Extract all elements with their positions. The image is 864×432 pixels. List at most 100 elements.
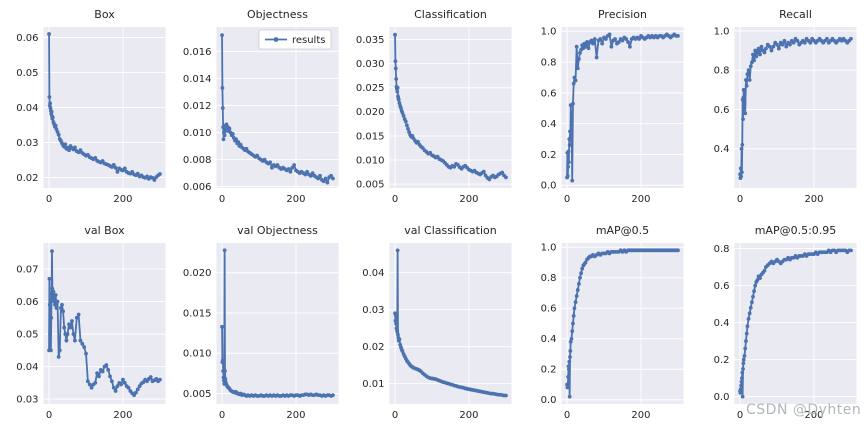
data-point [113, 389, 118, 393]
data-point [574, 78, 578, 83]
data-point [122, 166, 127, 171]
y-tick-label: 0.006 [183, 182, 212, 193]
data-point [750, 300, 754, 305]
data-point [566, 164, 571, 169]
data-point [503, 175, 508, 180]
data-point [70, 319, 74, 323]
data-point [115, 170, 120, 174]
y-tick-label: 0.05 [16, 329, 38, 340]
data-point [50, 296, 55, 301]
data-point [758, 52, 763, 57]
data-point [740, 142, 745, 147]
data-point [752, 289, 757, 294]
data-point [404, 123, 409, 128]
data-point [290, 165, 294, 170]
data-point [586, 46, 591, 51]
data-point [676, 34, 681, 38]
subplot-map-05-095: 0.0 0.2 0.4 0.6 0.8 0 200 mAP@0.5:0.95 [691, 216, 864, 432]
data-point [579, 271, 584, 276]
y-tick-label: 0.8 [714, 66, 730, 77]
data-point [148, 375, 153, 379]
data-point [292, 163, 296, 167]
plot-area [734, 243, 857, 404]
data-point [608, 32, 612, 37]
data-point [392, 32, 397, 37]
y-tick-label: 0.04 [16, 103, 38, 114]
legend-box [258, 29, 332, 50]
plot-area [389, 243, 512, 404]
data-point [56, 132, 61, 137]
y-tick-label: 0.010 [355, 155, 384, 166]
data-point [111, 385, 116, 390]
data-point [849, 248, 854, 253]
x-tick-label: 200 [113, 194, 132, 205]
data-point [93, 380, 98, 385]
data-point [795, 38, 800, 43]
data-point [747, 311, 752, 316]
y-tick-label: 1.0 [541, 243, 557, 254]
data-point [323, 176, 328, 181]
chart-title: Precision [598, 8, 647, 21]
chart-title: Box [94, 8, 115, 21]
data-point [782, 38, 787, 43]
chart-title: val Classification [404, 224, 496, 237]
data-point [395, 332, 400, 337]
data-point [400, 349, 404, 353]
data-point [158, 377, 162, 382]
data-point [93, 156, 98, 160]
y-tick-label: 0.020 [183, 268, 212, 279]
data-point [741, 366, 746, 371]
subplot-box: 0.02 0.03 0.04 0.05 0.06 0 200 Box [0, 0, 173, 216]
data-point [104, 363, 109, 367]
data-point [223, 377, 228, 381]
plot-area [216, 243, 339, 404]
data-point [758, 276, 763, 281]
data-point [565, 385, 570, 390]
data-point [220, 85, 225, 90]
data-point [567, 367, 572, 372]
data-point [739, 387, 743, 392]
data-point [568, 349, 573, 353]
data-point [78, 148, 83, 153]
data-point [393, 77, 398, 81]
data-point [580, 266, 585, 271]
chart-title: mAP@0.5 [596, 224, 649, 237]
data-point [48, 348, 53, 353]
data-point [395, 85, 400, 90]
chart-val-classification: 0.01 0.02 0.03 0.04 0 200 val Classification [362, 224, 512, 421]
y-tick-label: 0.6 [714, 105, 730, 116]
data-point [566, 382, 571, 387]
y-tick-label: 0.03 [16, 138, 38, 149]
data-point [67, 148, 71, 153]
data-point [47, 95, 52, 99]
plot-area [561, 243, 684, 404]
data-point [220, 358, 225, 363]
data-point [398, 106, 403, 110]
data-point [321, 179, 326, 184]
y-tick-label: 0.2 [541, 150, 557, 161]
data-point [803, 40, 807, 45]
data-point [571, 321, 576, 326]
data-point [767, 44, 772, 49]
x-tick-label: 200 [459, 194, 478, 205]
data-point [95, 371, 100, 375]
x-tick-label: 0 [219, 410, 225, 421]
y-tick-label: 0.015 [183, 308, 212, 319]
data-point [764, 46, 769, 51]
chart-val-box: 0.03 0.04 0.05 0.06 0.07 0 200 val Box [16, 224, 166, 421]
data-point [759, 44, 764, 49]
data-point [262, 157, 267, 162]
data-point [53, 293, 58, 297]
data-point [568, 129, 573, 134]
data-point [49, 315, 54, 320]
y-tick-label: 0.6 [714, 281, 730, 292]
data-point [52, 299, 57, 304]
data-point [572, 75, 577, 80]
data-point [578, 50, 583, 55]
data-point [222, 248, 227, 253]
y-tick-label: 0.0 [714, 392, 730, 403]
data-point [80, 341, 85, 346]
data-point [567, 160, 572, 165]
data-point [233, 137, 238, 142]
data-point [406, 130, 411, 134]
